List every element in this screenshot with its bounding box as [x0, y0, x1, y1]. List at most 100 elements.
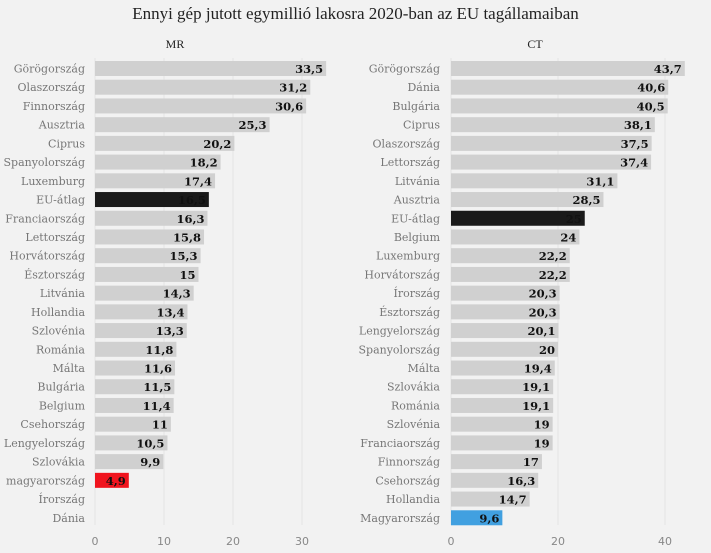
x-tick-label: 40 [658, 535, 672, 548]
category-label: Litvánia [40, 287, 86, 300]
category-label: Finnország [378, 456, 440, 469]
category-label: Olaszország [373, 137, 440, 150]
bar [95, 341, 177, 357]
bar [95, 135, 235, 151]
category-label: Ausztria [38, 119, 86, 132]
x-tick-label: 20 [226, 535, 240, 548]
category-label: Észtország [379, 305, 440, 319]
category-label: Lengyelország [4, 437, 85, 450]
x-tick-label: 30 [295, 535, 309, 548]
data-label: 28,5 [572, 193, 600, 207]
category-label: Dánia [407, 81, 440, 94]
data-label: 20,2 [203, 137, 231, 151]
category-label: Ciprus [403, 119, 440, 132]
data-label: 18,2 [190, 156, 218, 170]
data-label: 4,9 [106, 474, 126, 488]
category-label: Szlovénia [387, 418, 441, 431]
bar [451, 416, 553, 432]
data-label: 13,4 [156, 305, 184, 319]
data-label: 19,4 [524, 362, 552, 376]
category-label: Lettország [380, 156, 440, 169]
data-label: 11,8 [145, 343, 173, 357]
data-label: 40,6 [637, 81, 665, 95]
bar [451, 117, 655, 133]
data-label: 14,7 [499, 493, 527, 507]
bar [451, 266, 570, 282]
data-label: 31,2 [279, 81, 307, 95]
data-label: 16,5 [178, 193, 206, 207]
x-tick-label: 0 [92, 535, 99, 548]
category-label: Belgium [394, 231, 441, 244]
bar [451, 285, 560, 301]
category-label: magyarország [6, 474, 85, 487]
bar [95, 304, 188, 320]
bar [451, 79, 669, 95]
category-label: Ciprus [48, 137, 85, 150]
bar [95, 192, 209, 208]
data-label: 20 [539, 343, 555, 357]
category-label: Luxemburg [376, 250, 440, 263]
bar [451, 435, 553, 451]
bar [451, 304, 560, 320]
bar [95, 117, 270, 133]
data-label: 30,6 [275, 99, 303, 113]
x-tick-label: 10 [157, 535, 171, 548]
data-label: 25,3 [239, 118, 267, 132]
data-label: 17,4 [184, 174, 212, 188]
category-label: Franciaország [360, 437, 440, 450]
category-label: Spanyolország [359, 343, 441, 356]
category-label: Horvátország [9, 250, 85, 263]
category-label: Litvánia [395, 175, 441, 188]
data-label: 20,1 [528, 324, 556, 338]
data-label: 9,6 [479, 511, 499, 525]
bar [95, 435, 168, 451]
data-label: 9,9 [140, 455, 160, 469]
bar [451, 379, 554, 395]
category-label: Horvátország [364, 268, 440, 281]
bar [95, 61, 327, 76]
data-label: 13,3 [156, 324, 184, 338]
category-label: Ausztria [393, 194, 441, 207]
bar [451, 98, 668, 114]
data-label: 19,1 [522, 399, 550, 413]
data-label: 20,3 [529, 287, 557, 301]
category-label: Görögország [14, 63, 85, 76]
data-label: 15,3 [170, 249, 198, 263]
data-label: 38,1 [624, 118, 652, 132]
bar [451, 491, 530, 507]
data-label: 11,4 [143, 399, 171, 413]
category-label: Bulgária [392, 100, 440, 113]
data-label: 37,4 [620, 156, 648, 170]
data-label: 22,2 [539, 268, 567, 282]
bar [451, 397, 554, 413]
data-label: 40,5 [637, 99, 665, 113]
bar [95, 397, 174, 413]
x-tick-label: 20 [551, 535, 565, 548]
bar [451, 135, 652, 151]
category-label: Belgium [39, 399, 86, 412]
category-label: Hollandia [386, 493, 440, 506]
data-label: 15 [179, 268, 195, 282]
category-label: Franciaország [5, 212, 85, 225]
category-label: Szlovákia [32, 456, 85, 469]
category-label: Málta [53, 362, 86, 375]
category-label: Bulgária [37, 381, 85, 394]
category-label: Lettország [25, 231, 85, 244]
bar [95, 454, 164, 470]
data-label: 15,8 [173, 230, 201, 244]
data-label: 43,7 [654, 62, 682, 76]
data-label: 11,5 [143, 380, 171, 394]
category-label: Finnország [23, 100, 85, 113]
chart-title: Ennyi gép jutott egymillió lakosra 2020-… [132, 4, 579, 23]
category-label: Luxemburg [21, 175, 85, 188]
category-label: EU-átlag [36, 194, 85, 207]
category-label: Írország [393, 286, 440, 300]
bar [95, 323, 187, 339]
data-label: 17 [523, 455, 539, 469]
bar [451, 210, 585, 226]
bar [95, 360, 176, 376]
data-label: 11 [152, 418, 168, 432]
bar [451, 192, 604, 208]
data-label: 16,3 [176, 212, 204, 226]
